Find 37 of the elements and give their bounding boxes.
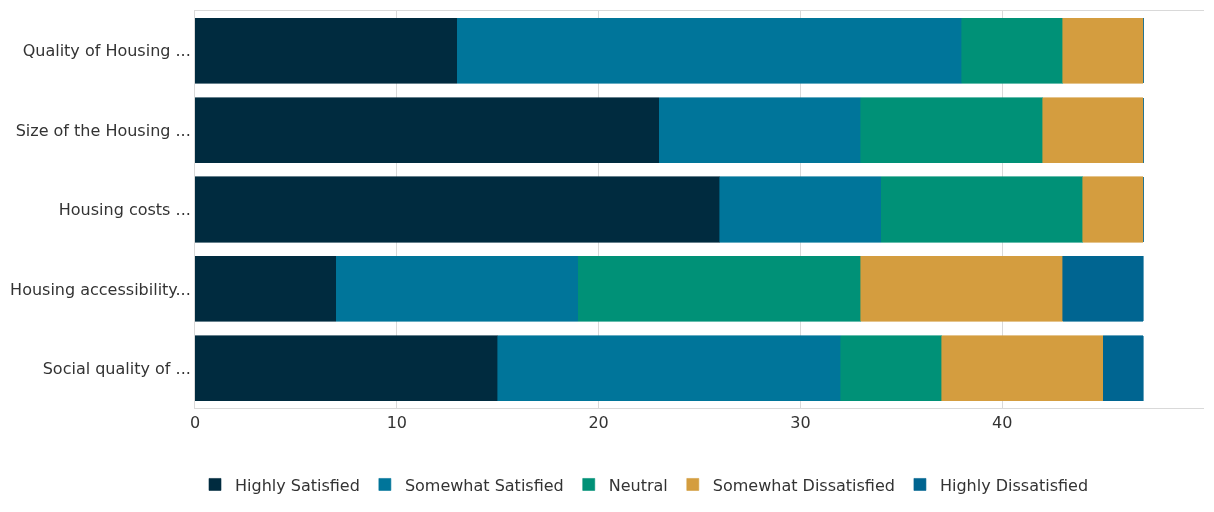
x-tick-label: 30 [790, 413, 811, 433]
x-tick-label: 40 [992, 413, 1013, 433]
bar [1062, 256, 1144, 322]
bar [195, 256, 337, 322]
bar [335, 256, 579, 322]
legend-label: Somewhat Satisfied [404, 475, 564, 495]
bar [497, 335, 842, 402]
bar [860, 97, 1043, 163]
bar [719, 176, 882, 243]
y-tick-label: Size of the Housing ... [15, 120, 191, 140]
legend-label: Neutral [608, 475, 668, 495]
bar [457, 17, 963, 84]
bar [1062, 17, 1144, 84]
bar [961, 17, 1064, 84]
y-tick-label: Social quality of ... [42, 358, 191, 378]
y-tick-label: Housing accessibility... [10, 279, 191, 299]
x-tick-label: 20 [588, 413, 609, 433]
x-tick-label: 10 [386, 413, 407, 433]
bar [860, 256, 1064, 322]
bar [195, 176, 720, 243]
bar [578, 256, 862, 322]
bar [840, 335, 942, 402]
bar [1082, 176, 1144, 243]
bar [941, 335, 1104, 402]
bar [1042, 97, 1144, 163]
legend-label: Somewhat Dissatisfied [712, 475, 895, 495]
legend-label: Highly Satisfied [235, 475, 360, 495]
bar [1102, 335, 1144, 402]
legend-label: Highly Dissatisfied [939, 475, 1089, 495]
x-tick-label: 0 [189, 413, 201, 433]
bar [880, 176, 1084, 243]
bar [658, 97, 862, 163]
bar [195, 335, 498, 402]
bar [195, 97, 660, 163]
bar [195, 17, 458, 84]
y-tick-label: Quality of Housing ... [22, 41, 191, 61]
y-tick-label: Housing costs ... [58, 200, 191, 220]
